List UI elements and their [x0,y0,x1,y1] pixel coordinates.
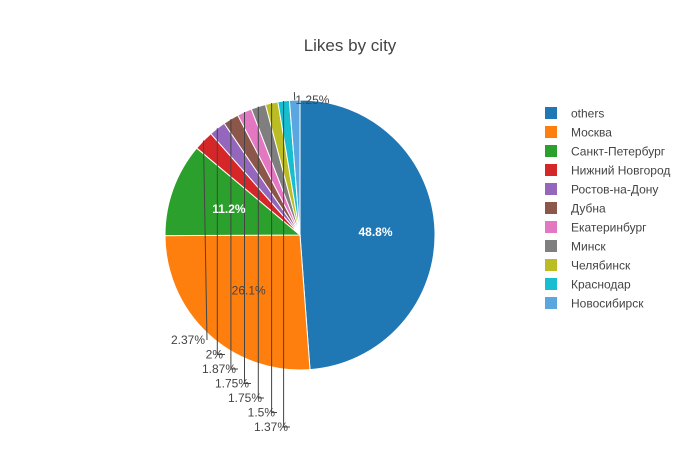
slice-label: 2.37% [171,333,205,347]
legend-swatch[interactable] [545,183,557,195]
legend-swatch[interactable] [545,164,557,176]
legend-swatch[interactable] [545,107,557,119]
legend-swatch[interactable] [545,202,557,214]
slice-label: 1.37% [254,420,288,434]
slice-2 [164,147,302,237]
leader-line [203,140,208,341]
slice-label: 1.75% [215,377,249,391]
leader-line [283,101,290,428]
legend-label[interactable]: Москва [571,126,612,140]
slice-10 [288,99,301,236]
legend-label[interactable]: others [571,107,604,121]
legend-swatch[interactable] [545,297,557,309]
legend-label[interactable]: Челябинск [571,259,631,273]
legend-swatch[interactable] [545,259,557,271]
legend-swatch[interactable] [545,278,557,290]
leader-line [257,106,264,399]
leader-line [244,112,251,384]
leader-line [216,128,225,355]
slice-label: 1.5% [248,406,276,420]
legend-label[interactable]: Новосибирск [571,297,644,311]
legend-swatch[interactable] [545,240,557,252]
legend-label[interactable]: Санкт-Петербург [571,145,666,159]
slice-labels: 48.8%26.1%11.2%1.25%2.37%2%1.87%1.75%1.7… [171,93,393,434]
legend-label[interactable]: Минск [571,240,606,254]
slice-0 [299,99,436,371]
legend-swatch[interactable] [545,145,557,157]
legend-label[interactable]: Краснодар [571,278,631,292]
slice-label: 1.87% [202,362,236,376]
pie-slices [164,99,436,371]
slice-label: 1.25% [295,93,329,107]
leader-lines [203,92,296,428]
slice-1 [164,234,311,371]
chart-title: Likes by city [304,36,397,55]
legend-label[interactable]: Екатеринбург [571,221,647,235]
legend-label[interactable]: Нижний Новгород [571,164,670,178]
legend-swatch[interactable] [545,126,557,138]
legend: others Москва Санкт-Петербург Нижний Новгор… [545,107,670,311]
slice-label: 2% [206,348,224,362]
slice-label: 26.1% [232,284,266,298]
leader-line [230,119,238,370]
legend-swatch[interactable] [545,221,557,233]
slice-label: 11.2% [212,202,246,216]
slice-label: 1.75% [228,391,262,405]
legend-label[interactable]: Ростов-на-Дону [571,183,658,197]
legend-label[interactable]: Дубна [571,202,606,216]
slice-label: 48.8% [358,225,392,239]
leader-line [271,103,277,413]
